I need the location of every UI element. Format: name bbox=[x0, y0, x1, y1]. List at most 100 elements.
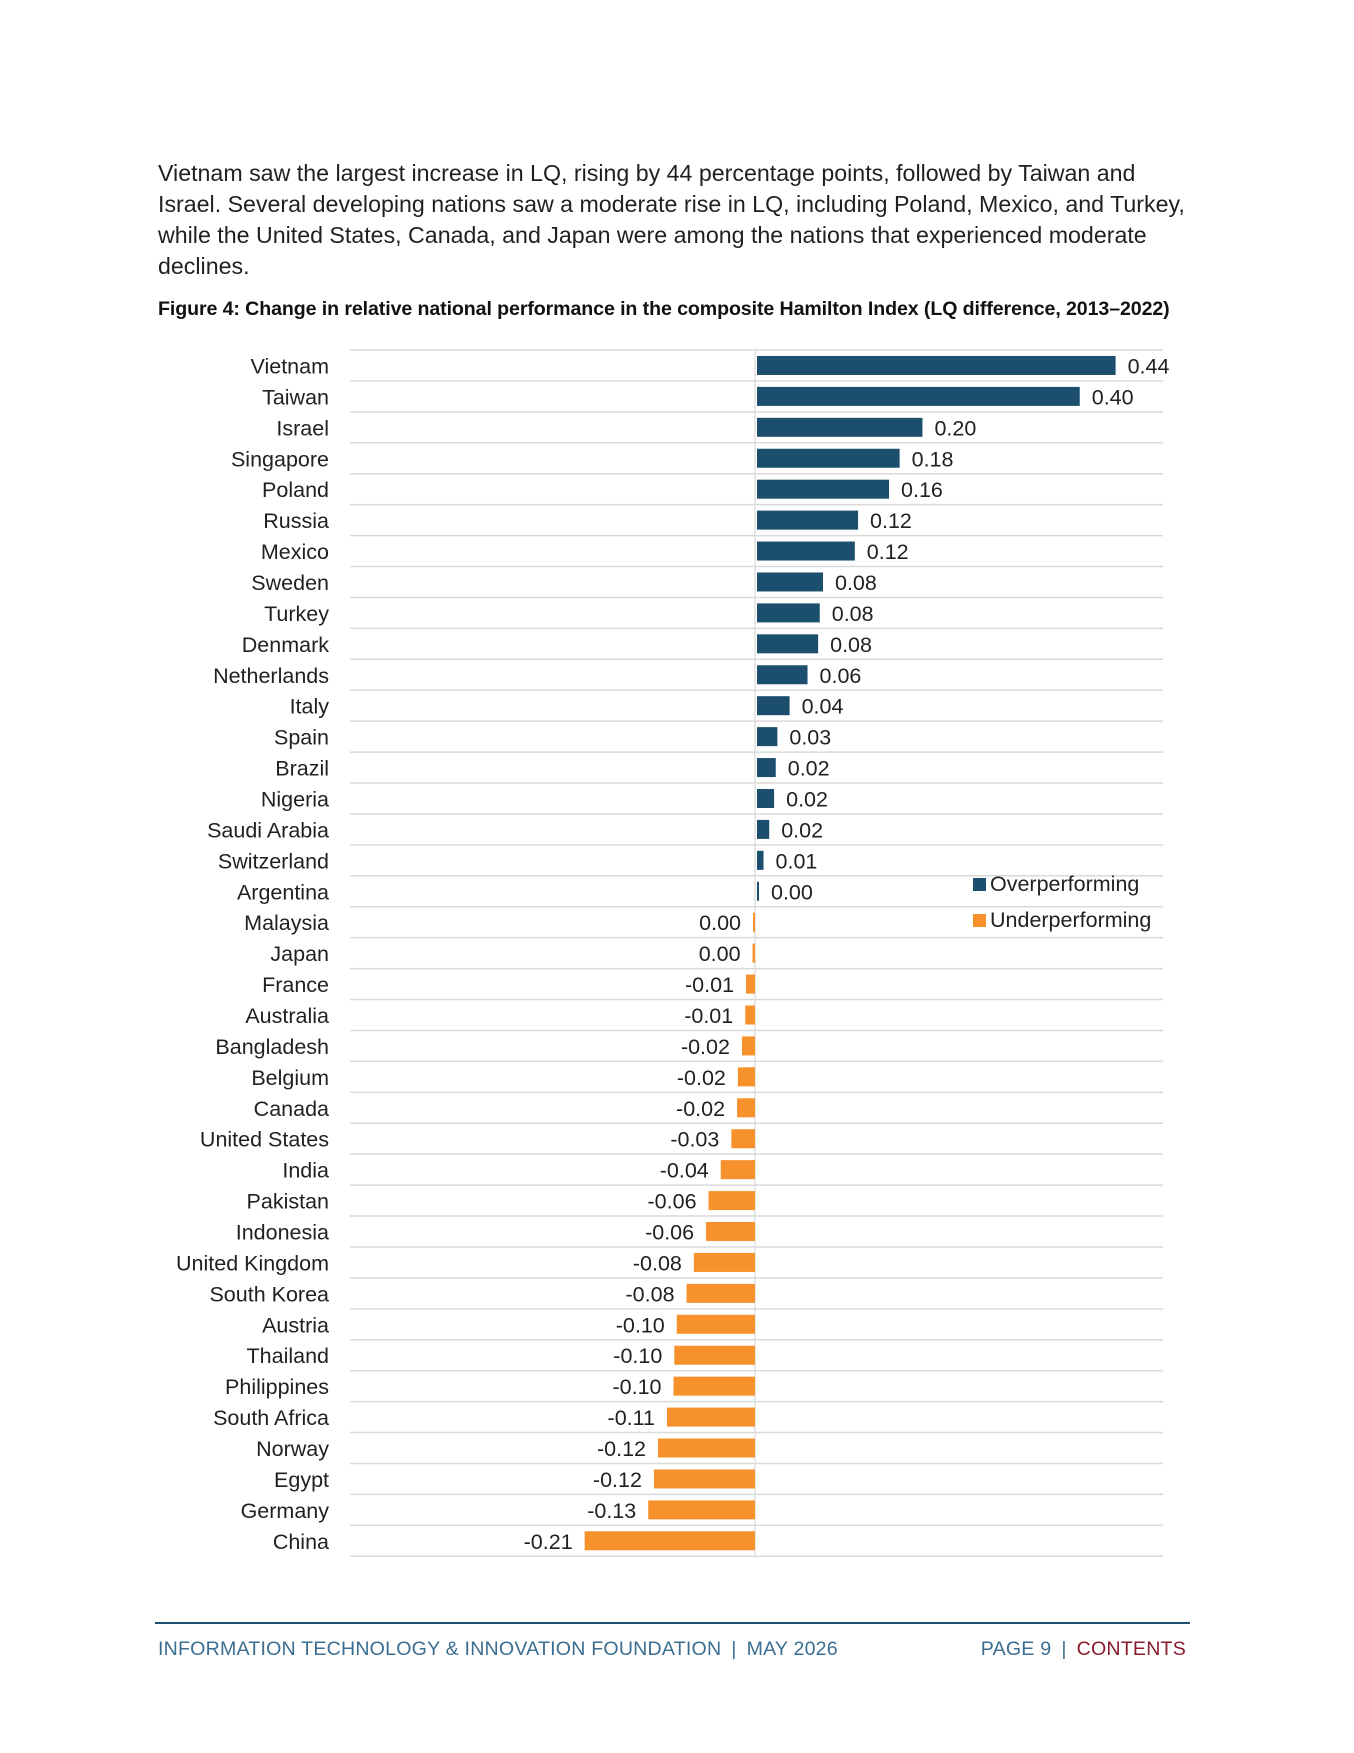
data-label: 0.01 bbox=[776, 849, 818, 873]
data-label: 0.02 bbox=[781, 818, 823, 842]
footer-separator: | bbox=[731, 1638, 737, 1660]
bar bbox=[757, 541, 855, 561]
data-label: 0.16 bbox=[901, 478, 943, 502]
contents-link[interactable]: CONTENTS bbox=[1076, 1638, 1186, 1660]
category-label: Italy bbox=[290, 695, 330, 719]
legend-swatch-overperforming bbox=[973, 877, 986, 891]
category-label: Brazil bbox=[275, 757, 329, 781]
footer-divider bbox=[155, 1622, 1190, 1624]
category-label: United States bbox=[200, 1128, 329, 1152]
bar bbox=[653, 1469, 755, 1489]
data-label: -0.06 bbox=[648, 1190, 697, 1214]
category-label: Austria bbox=[262, 1313, 329, 1337]
bar bbox=[757, 634, 819, 654]
bar bbox=[757, 788, 775, 808]
category-label: Russia bbox=[263, 509, 329, 533]
category-label: Singapore bbox=[231, 447, 329, 471]
category-label: Japan bbox=[270, 942, 329, 966]
intro-paragraph: Vietnam saw the largest increase in LQ, … bbox=[158, 160, 1185, 279]
data-label: 0.06 bbox=[820, 664, 862, 688]
bar bbox=[676, 1314, 755, 1334]
category-label: Netherlands bbox=[213, 664, 329, 688]
category-label: France bbox=[262, 973, 329, 997]
bar bbox=[757, 696, 790, 716]
category-label: Norway bbox=[256, 1437, 329, 1461]
category-label: Indonesia bbox=[236, 1221, 329, 1245]
legend-item-overperforming: Overperforming bbox=[973, 866, 1151, 902]
footer-left: INFORMATION TECHNOLOGY & INNOVATION FOUN… bbox=[158, 1638, 838, 1661]
bar bbox=[584, 1531, 755, 1551]
footer-right: PAGE 9 | CONTENTS bbox=[981, 1638, 1186, 1661]
bar bbox=[757, 850, 764, 870]
data-label: -0.08 bbox=[633, 1251, 682, 1275]
bar bbox=[757, 417, 923, 437]
data-label: -0.02 bbox=[681, 1035, 730, 1059]
category-label: United Kingdom bbox=[176, 1251, 329, 1275]
figure-title: Figure 4: Change in relative national pe… bbox=[158, 298, 1170, 320]
category-label: India bbox=[282, 1159, 329, 1183]
legend-item-underperforming: Underperforming bbox=[973, 902, 1151, 938]
legend-label-overperforming: Overperforming bbox=[990, 871, 1140, 896]
bar bbox=[757, 510, 859, 530]
data-label: 0.12 bbox=[867, 540, 909, 564]
data-label: 0.02 bbox=[786, 787, 828, 811]
category-label: Pakistan bbox=[247, 1190, 329, 1214]
bar bbox=[731, 1129, 755, 1149]
bar bbox=[666, 1407, 755, 1427]
data-label: -0.11 bbox=[608, 1406, 655, 1430]
category-label: Mexico bbox=[261, 540, 329, 564]
data-label: 0.40 bbox=[1092, 385, 1134, 409]
bar bbox=[741, 1036, 755, 1056]
data-label: -0.10 bbox=[613, 1344, 662, 1368]
bar bbox=[757, 479, 890, 499]
footer-org-name: INFORMATION TECHNOLOGY & INNOVATION FOUN… bbox=[158, 1638, 722, 1660]
footer-date: MAY 2026 bbox=[746, 1638, 838, 1660]
category-label: Denmark bbox=[242, 633, 329, 657]
footer-page-number: PAGE 9 bbox=[980, 1638, 1052, 1660]
bar bbox=[757, 819, 770, 839]
legend-label-underperforming: Underperforming bbox=[990, 907, 1152, 932]
bar bbox=[674, 1345, 755, 1365]
category-label: Taiwan bbox=[262, 385, 329, 409]
data-label: -0.12 bbox=[593, 1468, 642, 1492]
footer-separator-right: | bbox=[1061, 1638, 1067, 1660]
data-label: -0.13 bbox=[587, 1499, 636, 1523]
bar bbox=[752, 943, 755, 963]
bar bbox=[746, 974, 755, 994]
legend-swatch-underperforming bbox=[973, 913, 986, 927]
category-label: South Korea bbox=[209, 1282, 329, 1306]
bar bbox=[757, 386, 1080, 406]
bar bbox=[757, 572, 824, 592]
data-label: 0.00 bbox=[699, 942, 741, 966]
data-label: -0.10 bbox=[612, 1375, 661, 1399]
category-label: Australia bbox=[245, 1004, 329, 1028]
data-label: -0.12 bbox=[597, 1437, 646, 1461]
category-label: Germany bbox=[241, 1499, 330, 1523]
data-label: -0.03 bbox=[670, 1128, 719, 1152]
category-label: Argentina bbox=[237, 880, 329, 904]
data-label: 0.08 bbox=[835, 571, 877, 595]
data-label: 0.04 bbox=[802, 695, 844, 719]
category-label: Vietnam bbox=[251, 354, 329, 378]
category-label: Nigeria bbox=[261, 787, 329, 811]
data-label: 0.03 bbox=[789, 726, 831, 750]
chart-legend: Overperforming Underperforming bbox=[973, 866, 1151, 938]
bar bbox=[757, 727, 778, 747]
data-label: 0.02 bbox=[788, 757, 830, 781]
category-label: Spain bbox=[274, 726, 329, 750]
bar bbox=[757, 881, 759, 901]
category-label: Sweden bbox=[251, 571, 329, 595]
data-label: -0.01 bbox=[685, 973, 734, 997]
data-label: -0.06 bbox=[645, 1221, 694, 1245]
bar bbox=[686, 1283, 755, 1303]
category-label: Israel bbox=[276, 416, 329, 440]
data-label: -0.21 bbox=[524, 1530, 573, 1554]
category-label: Saudi Arabia bbox=[207, 818, 329, 842]
data-label: -0.08 bbox=[626, 1282, 675, 1306]
bar bbox=[737, 1067, 755, 1087]
data-label: -0.02 bbox=[677, 1066, 726, 1090]
bar-chart: Vietnam 0.44 Taiwan 0.40 Israel 0.20 Singapore… bbox=[176, 349, 1169, 1558]
category-label: Switzerland bbox=[218, 849, 329, 873]
bar bbox=[720, 1160, 755, 1180]
bar bbox=[706, 1222, 755, 1242]
